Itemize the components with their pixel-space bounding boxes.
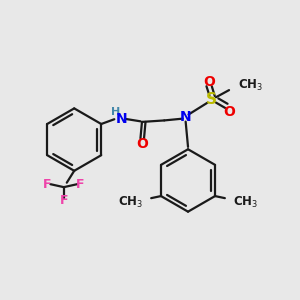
Text: S: S [206,92,217,107]
Text: CH$_3$: CH$_3$ [233,194,258,210]
Text: F: F [60,194,68,207]
Text: CH$_3$: CH$_3$ [118,194,143,210]
Text: H: H [112,107,121,117]
Text: N: N [180,110,191,124]
Text: F: F [43,178,52,191]
Text: N: N [116,112,128,126]
Text: O: O [203,75,215,89]
Text: CH$_3$: CH$_3$ [238,78,263,93]
Text: O: O [136,136,148,151]
Text: F: F [76,178,84,191]
Text: O: O [223,105,235,119]
